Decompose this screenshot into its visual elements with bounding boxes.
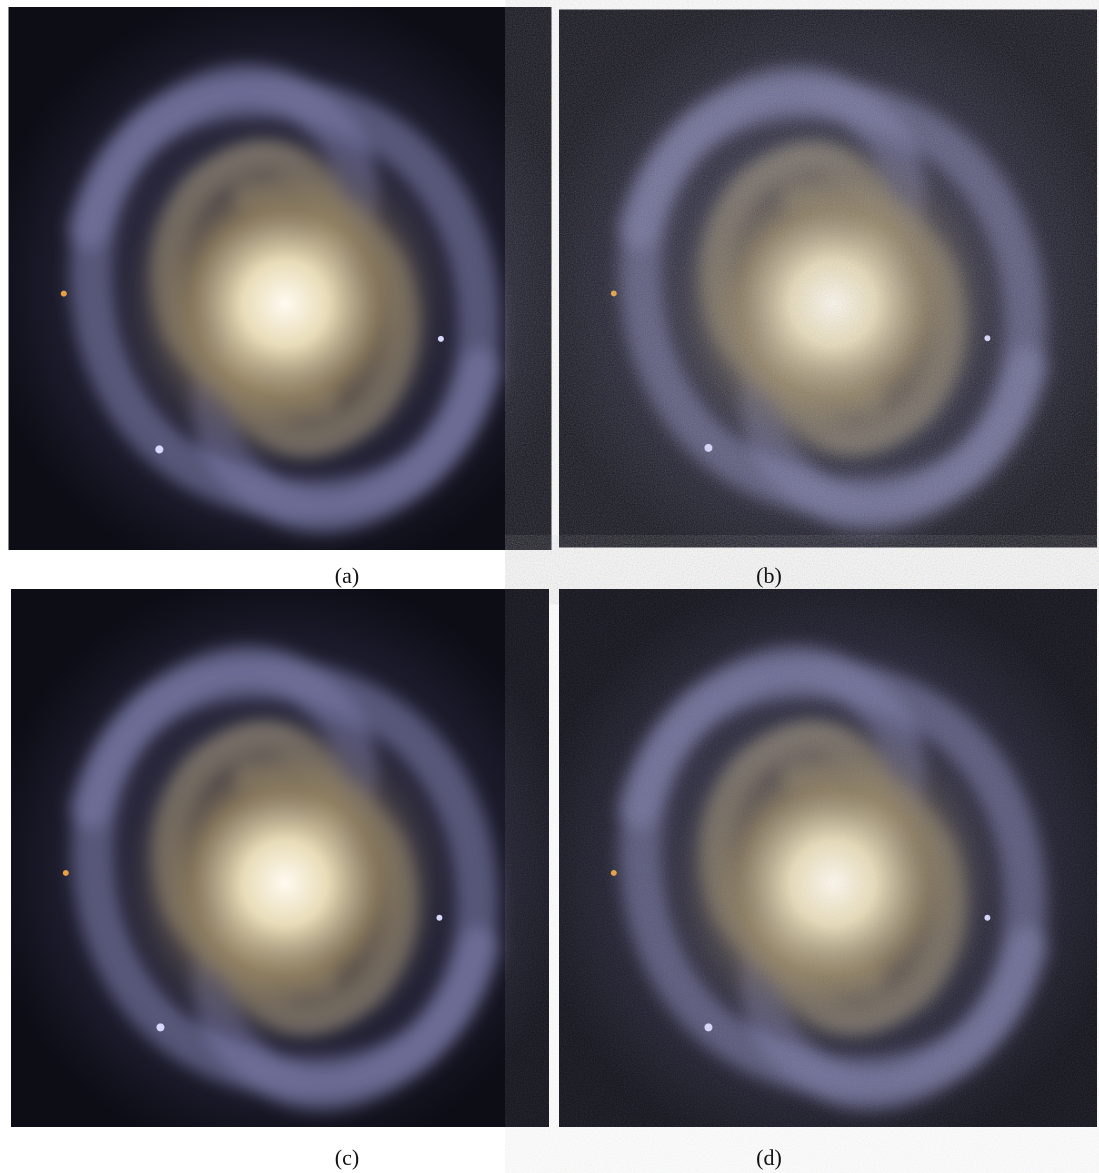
caption: (b) xyxy=(756,563,782,588)
panel-c xyxy=(11,589,549,1127)
figure: (a) (b) (c) (d) xyxy=(0,0,1099,1173)
caption: (c) xyxy=(335,1145,359,1170)
caption: (d) xyxy=(756,1145,782,1170)
panel-d xyxy=(559,589,1097,1127)
caption: (a) xyxy=(335,563,359,588)
panel-b xyxy=(559,7,1097,550)
panel-a xyxy=(9,7,552,550)
